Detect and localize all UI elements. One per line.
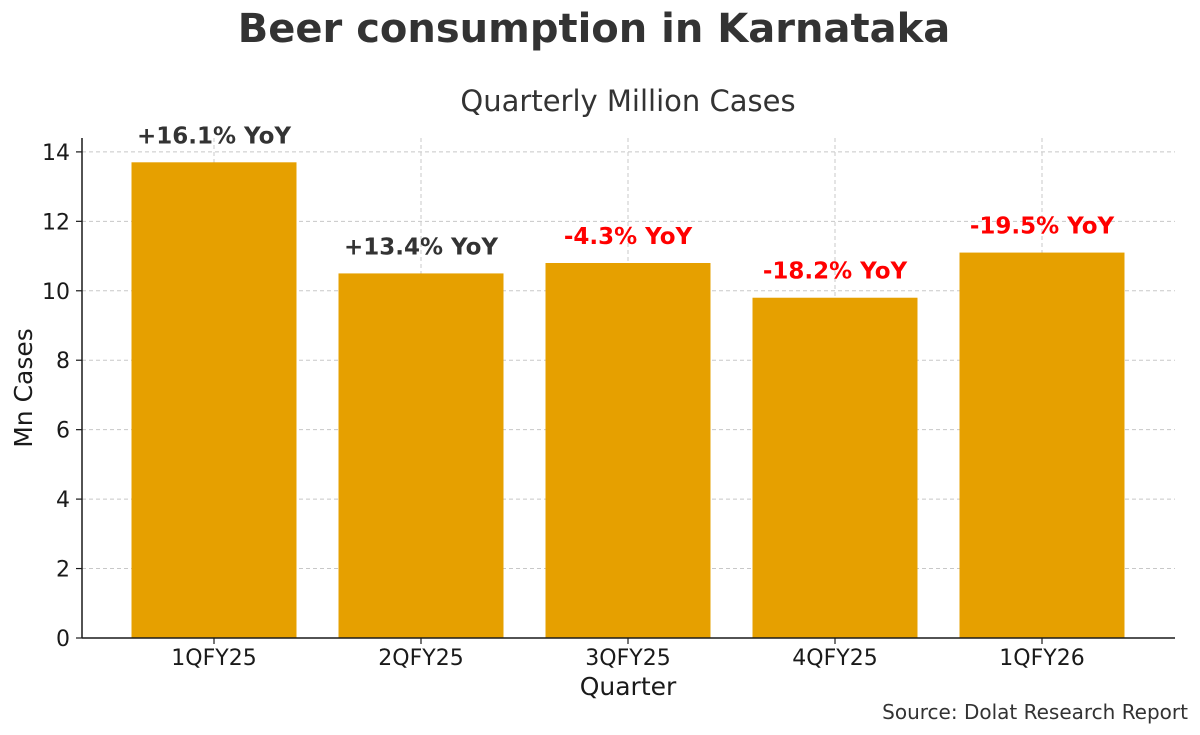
x-axis-label: Quarter — [580, 672, 677, 701]
x-tick-label: 1QFY25 — [171, 646, 256, 671]
y-tick-label: 8 — [56, 349, 70, 374]
yoy-label: -18.2% YoY — [763, 259, 908, 285]
x-tick-label: 2QFY25 — [378, 646, 463, 671]
y-axis-label: Mn Cases — [9, 328, 38, 448]
y-tick-label: 10 — [42, 280, 70, 305]
axes — [76, 138, 1175, 644]
y-tick-label: 6 — [56, 419, 70, 444]
bar-1QFY26 — [959, 252, 1125, 639]
bar-3QFY25 — [545, 263, 711, 638]
y-tick-label: 0 — [56, 627, 70, 652]
labels: 0 2 4 6 8 10 12 14 1QFY25 2QFY25 3QFY25 4QFY25 1QFY2… — [42, 123, 1115, 671]
bar-1QFY25 — [131, 162, 297, 639]
y-tick-label: 14 — [42, 141, 70, 166]
y-tick-label: 2 — [56, 558, 70, 583]
y-tick-label: 12 — [42, 210, 70, 235]
chart-title: Beer consumption in Karnataka — [237, 6, 951, 52]
y-tick-label: 4 — [56, 488, 70, 513]
bars — [131, 162, 1125, 639]
yoy-label: -4.3% YoY — [564, 224, 693, 250]
bar-2QFY25 — [338, 273, 504, 638]
chart-subtitle: Quarterly Million Cases — [460, 84, 796, 118]
bar-4QFY25 — [752, 297, 918, 638]
yoy-label: -19.5% YoY — [970, 214, 1115, 240]
x-tick-label: 1QFY26 — [999, 646, 1084, 671]
source-note: Source: Dolat Research Report — [882, 700, 1188, 724]
yoy-label: +13.4% YoY — [344, 234, 498, 260]
yoy-label: +16.1% YoY — [137, 123, 291, 149]
x-tick-label: 4QFY25 — [792, 646, 877, 671]
x-tick-label: 3QFY25 — [585, 646, 670, 671]
